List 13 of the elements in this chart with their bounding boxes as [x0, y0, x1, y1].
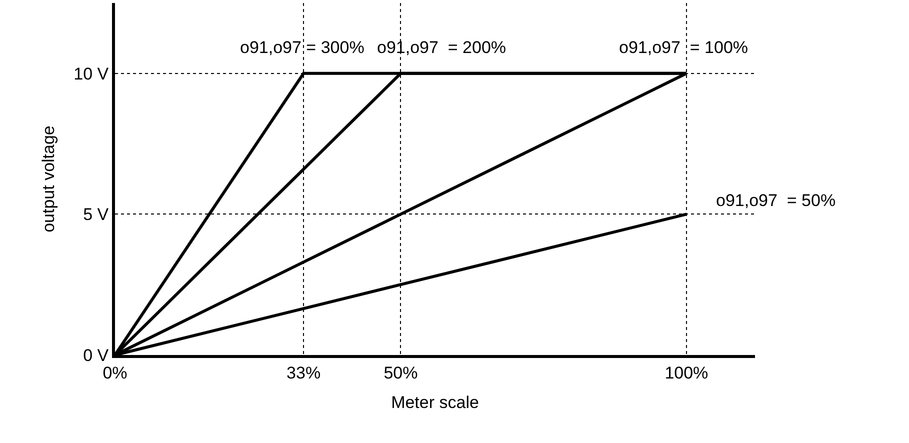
y-tick-label: 10 V: [74, 64, 110, 84]
x-axis-title: Meter scale: [391, 392, 479, 412]
y-tick-label: 0 V: [83, 346, 110, 365]
x-tick-label: 33%: [286, 363, 321, 382]
series-label: o91,o97 = 100%: [619, 38, 748, 57]
series-label: o91,o97 = 200%: [377, 38, 506, 57]
x-tick-label: 100%: [664, 363, 708, 382]
x-tick-label: 0%: [102, 363, 128, 382]
series-label: o91,o97 = 300%: [240, 38, 364, 57]
series-label: o91,o97 = 50%: [716, 191, 836, 210]
y-axis-title: output voltage: [39, 126, 58, 232]
y-tick-label: 5 V: [83, 205, 110, 224]
x-tick-label: 50%: [384, 363, 418, 382]
